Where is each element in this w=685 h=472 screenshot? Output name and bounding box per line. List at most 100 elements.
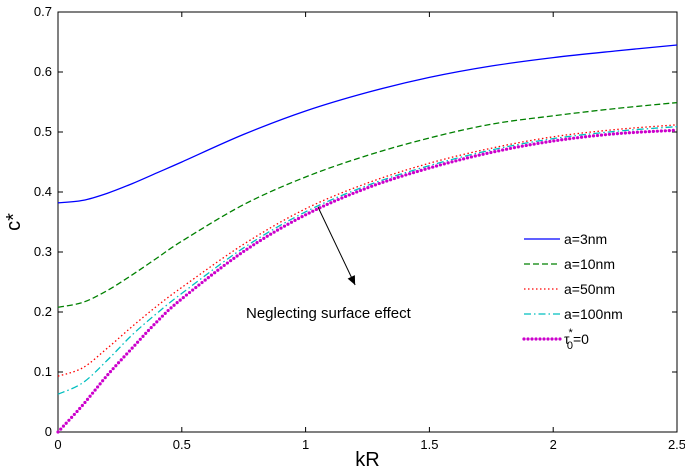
series-marker [197,283,201,287]
series-marker [229,259,233,263]
legend-marker [538,337,542,341]
y-tick-label: 0.4 [34,184,52,199]
series-marker [181,295,185,300]
series-marker [103,376,107,380]
series-marker [520,144,524,148]
series-marker [203,278,207,282]
series-marker [462,157,466,161]
series-marker [508,146,513,151]
series-line-3 [57,125,678,395]
y-tick-label: 0.3 [34,244,52,259]
series-marker [272,230,276,234]
series-marker [216,268,220,272]
series-marker [329,201,333,205]
series-marker [627,131,631,135]
series-marker [72,412,76,417]
series-marker [296,216,301,221]
series-marker [667,128,671,133]
series-marker [141,334,145,338]
series-marker [90,391,95,395]
series-marker [556,138,560,142]
series-marker [454,159,458,163]
series-marker [579,135,584,139]
series-marker [615,132,619,136]
series-marker [611,132,616,136]
series-line-0 [57,44,678,204]
series-marker [564,137,568,141]
series-marker [504,147,509,151]
series-marker [122,355,126,359]
series-marker [450,160,454,164]
series-marker [442,162,446,166]
series-marker [114,364,118,368]
annotation-arrow [317,206,356,286]
axis-ticks: 0 0.5 1 1.5 2 2.5 0 0.1 0.2 0.3 0.4 0.5 0.6 0.7 [34,4,685,452]
series-marker [321,204,326,208]
series-marker [133,343,137,347]
series-marker [540,141,544,145]
series-marker [427,166,431,170]
series-marker [194,285,198,290]
series-marker [265,234,269,238]
series-marker [191,288,195,292]
series-marker [516,145,520,149]
series-marker [388,178,393,182]
series-marker [106,373,110,377]
series-marker [304,213,308,217]
series-marker [311,209,315,213]
series-marker [255,241,259,245]
series-marker [607,132,612,136]
series-marker [343,194,348,199]
series-marker [497,149,501,153]
series-marker [169,306,173,310]
series-marker [155,320,159,324]
x-tick-label: 1.5 [420,437,438,452]
legend-marker [526,337,530,341]
series-marker [78,406,82,411]
series-marker [242,249,246,254]
series-marker [659,129,663,133]
legend-marker [554,337,558,341]
y-axis-label: c* [3,213,25,231]
series-marker [184,293,189,297]
series-marker [469,155,473,159]
series-marker [275,228,280,232]
series-marker [119,358,123,362]
series-marker [144,331,148,336]
legend-marker [534,337,538,341]
series-marker [127,349,132,353]
series-marker [366,186,370,190]
series-marker [347,193,351,197]
series-marker [392,176,396,181]
series-marker [404,173,408,177]
series-marker [252,243,256,247]
series-marker [373,183,378,187]
series-marker [370,184,374,188]
plot-area: 0 0.5 1 1.5 2 2.5 0 0.1 0.2 0.3 0.4 0.5 0.6 0.7 Negle… [34,4,685,452]
series-marker [332,199,337,203]
series-marker [300,215,304,219]
series-marker [101,379,105,383]
series-marker [528,143,532,147]
series-line-1 [57,101,678,308]
series-marker [431,165,435,169]
series-marker [146,328,151,333]
series-marker [83,400,87,405]
series-marker [635,130,639,134]
legend-marker [530,337,534,341]
series-marker [651,129,655,133]
series-marker [111,367,115,371]
series-marker [623,131,627,135]
series-marker [286,222,290,226]
series-marker [138,337,142,341]
legend: a=3nm a=10nm a=50nm a=100nm τ* 0=0 [522,231,623,352]
series-marker [88,394,92,398]
series-marker [477,153,481,157]
series-marker [446,161,450,165]
series-marker [423,167,427,171]
series-marker [130,346,134,350]
x-axis-label: kR [355,449,379,471]
series-marker [381,180,385,184]
annotation: Neglecting surface effect [246,206,412,322]
series-marker [258,238,263,243]
